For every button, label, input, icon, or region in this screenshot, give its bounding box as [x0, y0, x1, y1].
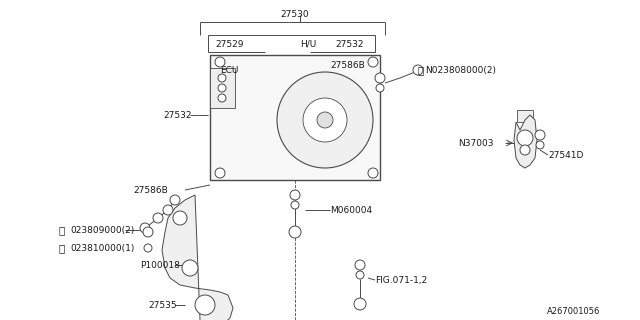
Text: A267001056: A267001056: [547, 308, 600, 316]
Text: Ⓝ: Ⓝ: [58, 225, 64, 235]
Circle shape: [290, 190, 300, 200]
Circle shape: [303, 98, 347, 142]
Circle shape: [368, 57, 378, 67]
Circle shape: [413, 65, 423, 75]
Circle shape: [170, 195, 180, 205]
Circle shape: [520, 145, 530, 155]
Circle shape: [354, 298, 366, 310]
Circle shape: [218, 94, 226, 102]
Circle shape: [289, 226, 301, 238]
Text: 27535: 27535: [148, 300, 177, 309]
Circle shape: [535, 130, 545, 140]
Circle shape: [140, 223, 150, 233]
Text: 023809000(2): 023809000(2): [70, 226, 134, 235]
Text: M060004: M060004: [330, 205, 372, 214]
Text: 27532: 27532: [163, 110, 191, 119]
Circle shape: [143, 227, 153, 237]
Text: Ⓝ: Ⓝ: [58, 243, 64, 253]
Text: FIG.071-1,2: FIG.071-1,2: [375, 276, 428, 284]
Text: 27541D: 27541D: [548, 150, 584, 159]
Circle shape: [536, 141, 544, 149]
Bar: [210, 68, 235, 108]
Circle shape: [376, 84, 384, 92]
Text: 27586B: 27586B: [330, 60, 365, 69]
Polygon shape: [514, 115, 537, 168]
Bar: [210, 55, 380, 180]
Circle shape: [317, 112, 333, 128]
Polygon shape: [162, 195, 233, 320]
Circle shape: [517, 130, 533, 146]
Text: ECU: ECU: [220, 66, 238, 75]
Text: 27532: 27532: [335, 39, 364, 49]
Text: 27530: 27530: [280, 10, 308, 19]
Text: 27529: 27529: [215, 39, 243, 49]
Text: Ⓝ: Ⓝ: [418, 65, 424, 75]
Text: H/U: H/U: [300, 39, 316, 49]
Bar: [517, 110, 533, 122]
Circle shape: [375, 73, 385, 83]
Circle shape: [218, 74, 226, 82]
Circle shape: [163, 205, 173, 215]
Circle shape: [144, 244, 152, 252]
Circle shape: [215, 57, 225, 67]
Circle shape: [173, 211, 187, 225]
Text: N023808000(2): N023808000(2): [425, 66, 496, 75]
Circle shape: [215, 168, 225, 178]
Circle shape: [356, 271, 364, 279]
Circle shape: [195, 295, 215, 315]
Circle shape: [218, 84, 226, 92]
Circle shape: [153, 213, 163, 223]
Circle shape: [368, 168, 378, 178]
Circle shape: [277, 72, 373, 168]
Text: P100018: P100018: [140, 260, 180, 269]
Text: 023810000(1): 023810000(1): [70, 244, 134, 252]
Text: 27586B: 27586B: [133, 186, 168, 195]
Circle shape: [355, 260, 365, 270]
Circle shape: [182, 260, 198, 276]
Text: N37003: N37003: [458, 139, 493, 148]
Circle shape: [291, 201, 299, 209]
